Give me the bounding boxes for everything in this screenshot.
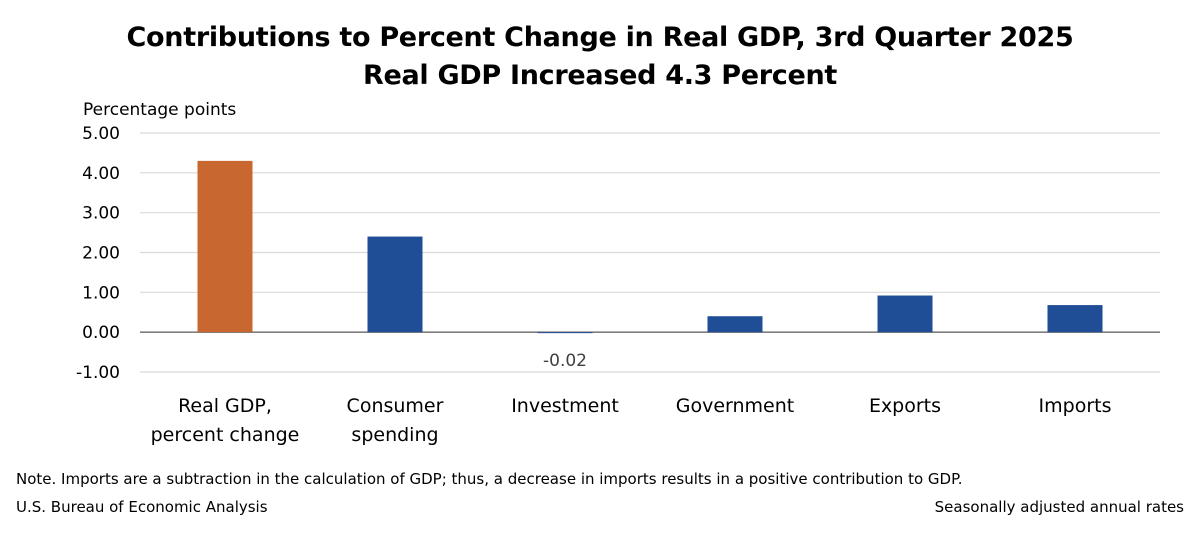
footnote: Note. Imports are a subtraction in the c… [16, 470, 963, 488]
y-tick-label: -1.00 [76, 363, 120, 383]
category-label: Real GDP, [178, 395, 272, 417]
y-tick-label: 4.00 [82, 164, 120, 184]
y-tick-label: 3.00 [82, 204, 120, 224]
bar [707, 316, 763, 333]
category-label: Investment [511, 395, 619, 417]
bar [1047, 305, 1103, 333]
chart-subtitle: Real GDP Increased 4.3 Percent [362, 60, 838, 91]
y-tick-label: 1.00 [82, 283, 120, 303]
category-label: Government [676, 395, 795, 417]
category-label: Exports [869, 395, 941, 417]
category-label: spending [351, 424, 438, 446]
bar [537, 332, 593, 334]
chart-title: Contributions to Percent Change in Real … [126, 22, 1074, 53]
category-label: percent change [151, 424, 300, 446]
bar-chart: 5.00 4.00 3.00 2.00 1.00 0.00 -1.00 Real GDP, pe… [76, 124, 1160, 446]
bar [877, 295, 933, 333]
y-tick-label: 0.00 [82, 323, 120, 343]
y-tick-label: 5.00 [82, 124, 120, 144]
source-label: U.S. Bureau of Economic Analysis [16, 498, 268, 516]
bar [197, 160, 253, 333]
y-axis-label: Percentage points [83, 100, 237, 120]
bar [367, 236, 423, 333]
category-label: Imports [1039, 395, 1112, 417]
y-tick-label: 2.00 [82, 244, 120, 264]
category-label: Consumer [347, 395, 444, 417]
data-label: -0.02 [543, 351, 587, 371]
rates-label: Seasonally adjusted annual rates [934, 498, 1184, 516]
